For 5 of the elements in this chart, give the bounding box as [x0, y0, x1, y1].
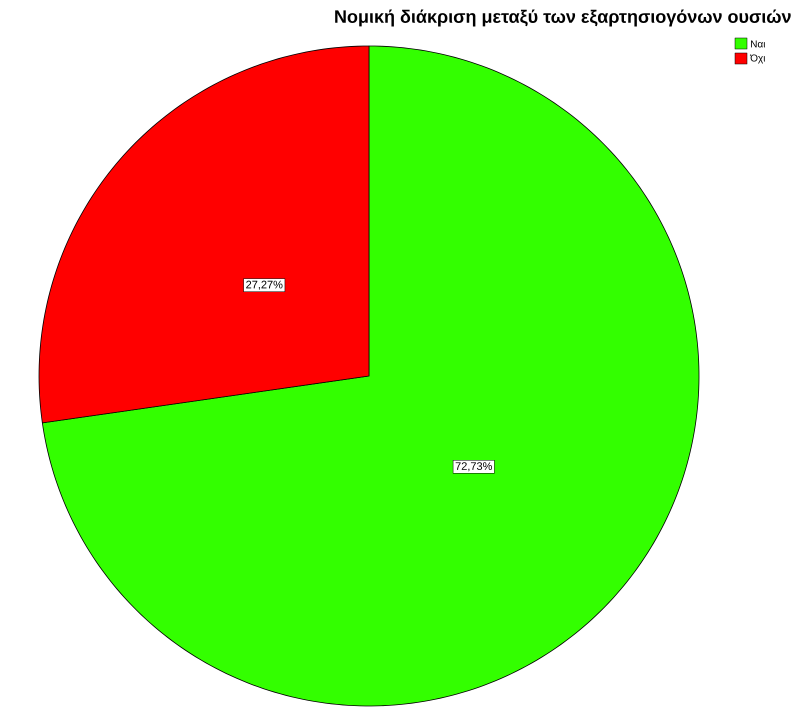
data-label: 72,73% [456, 462, 492, 472]
legend-label: Όχι [750, 54, 766, 64]
data-label: 27,27% [246, 280, 283, 290]
legend-label: Ναι [751, 40, 766, 48]
chart-title: Νομική διάκριση μεταξύ των εξαρτησιογόνων ουσιών [335, 10, 791, 27]
